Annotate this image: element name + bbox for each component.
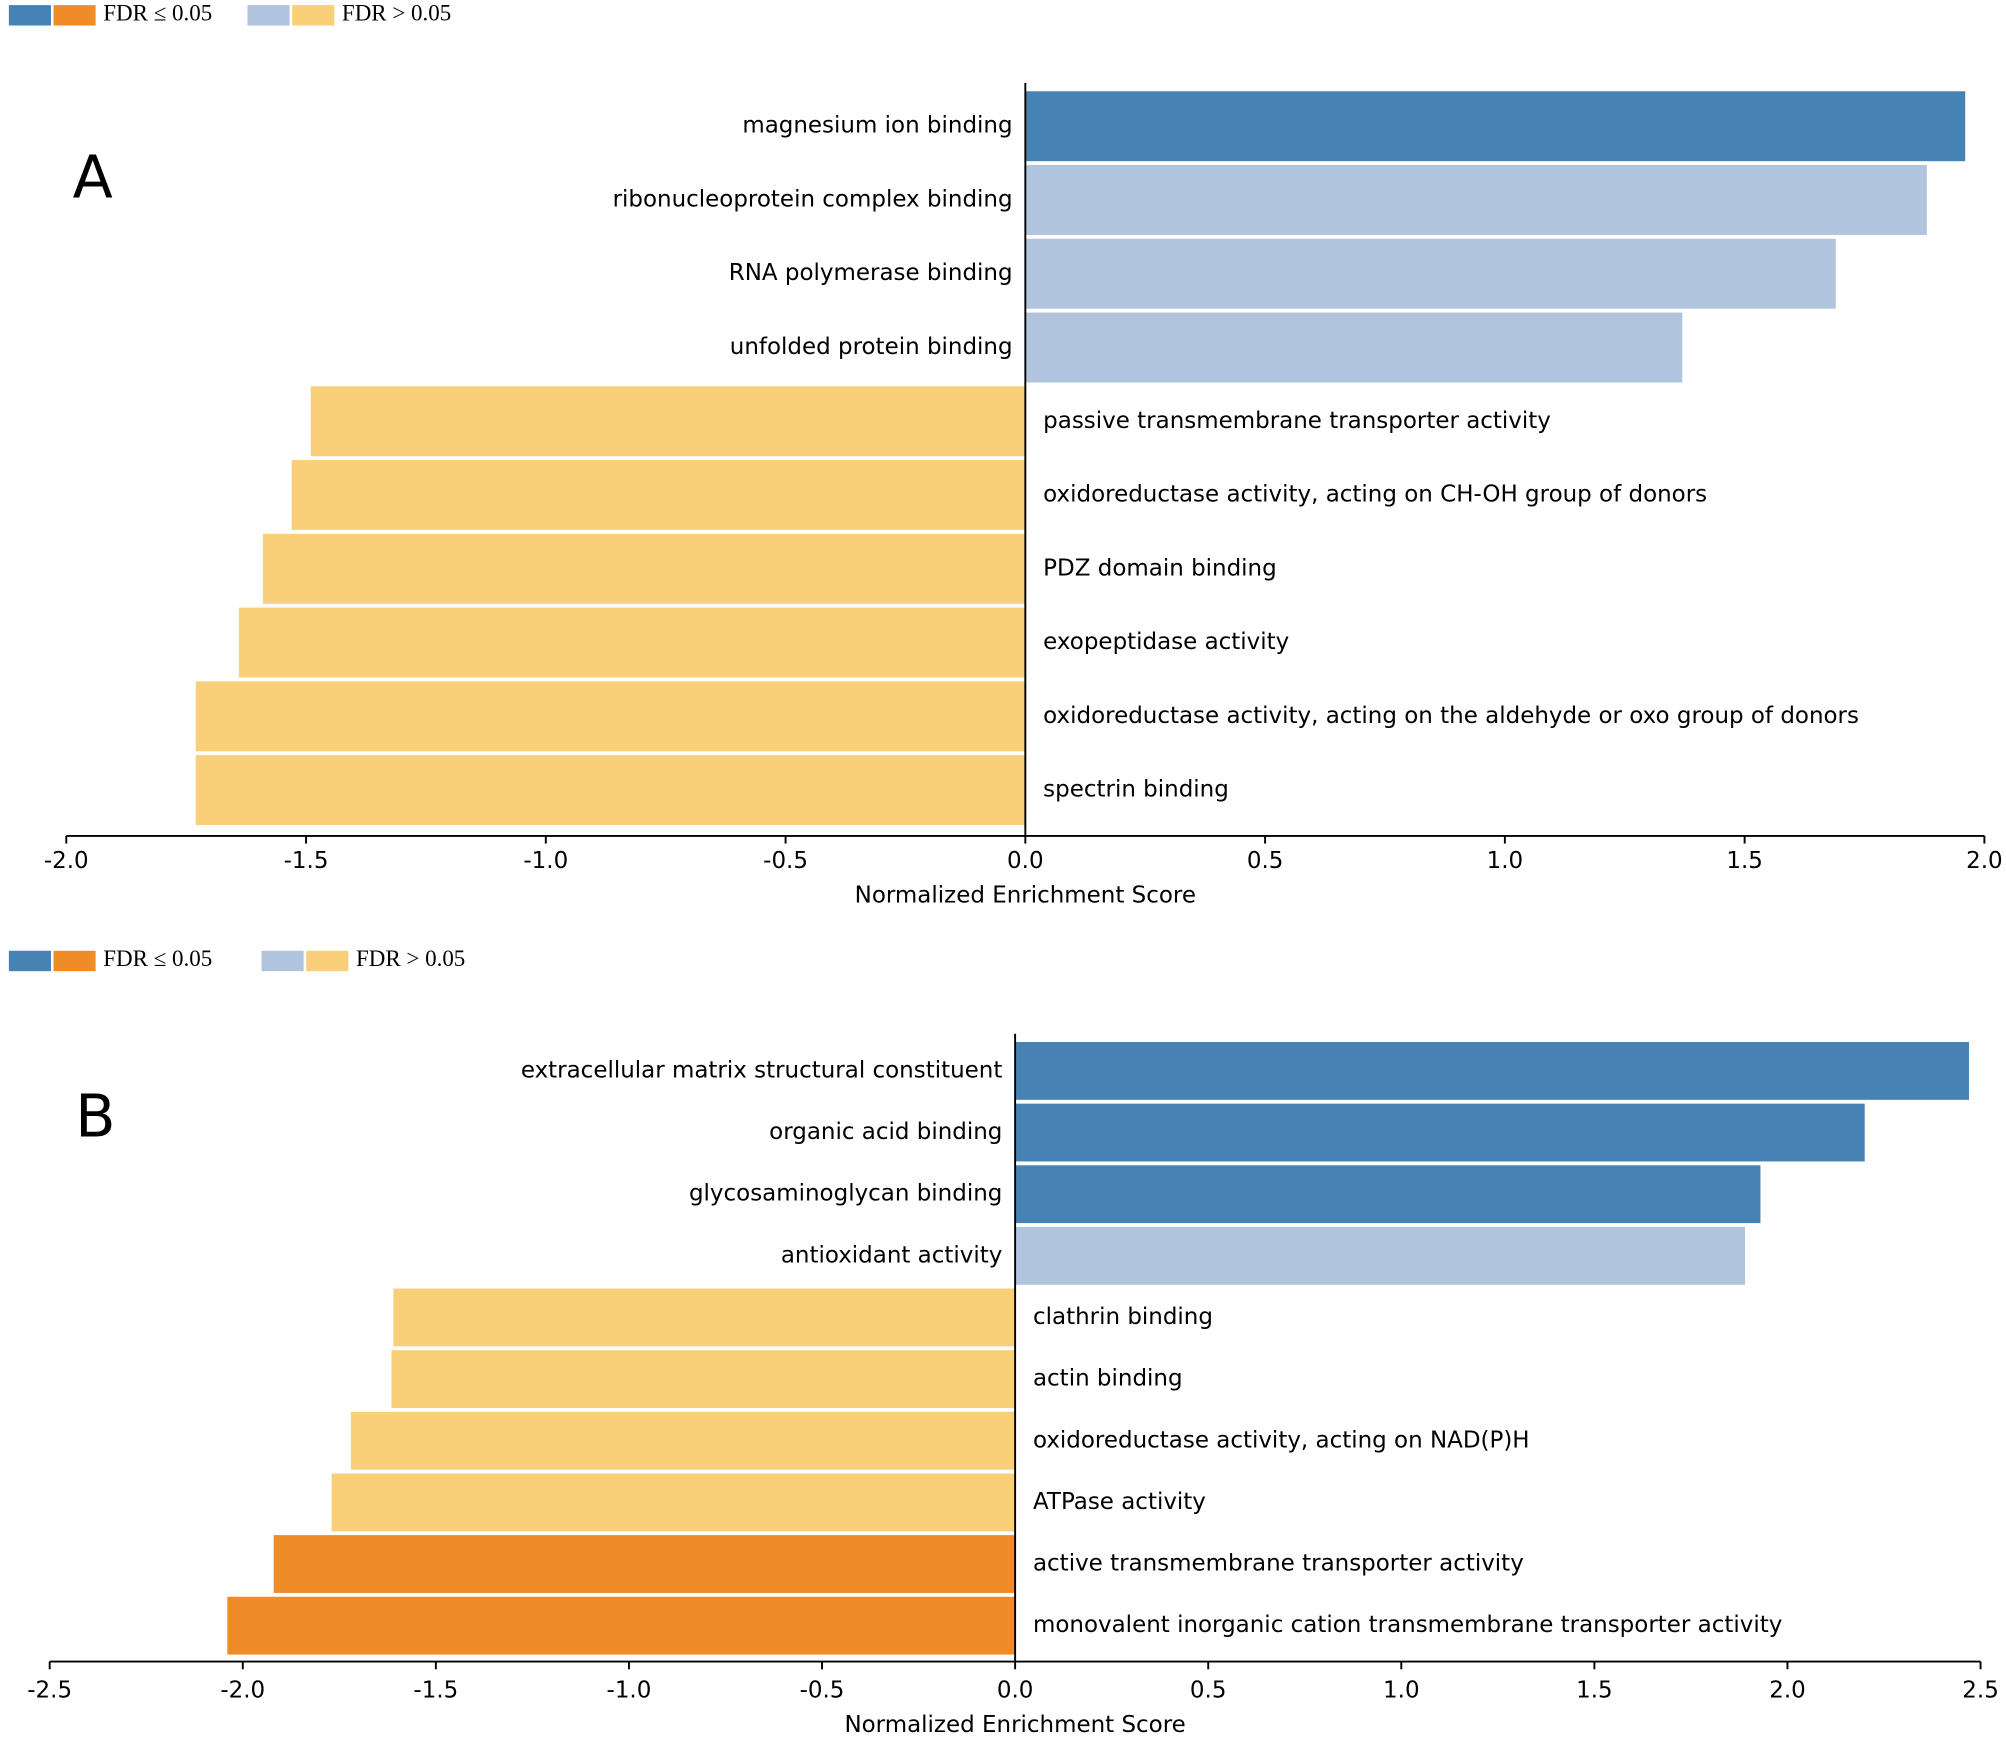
- bar: [1025, 312, 1683, 383]
- category-label: active transmembrane transporter activit…: [1033, 1551, 1524, 1577]
- x-tick-label: 0.0: [997, 1677, 1034, 1703]
- x-tick-label: -1.5: [413, 1677, 458, 1703]
- legend-label: FDR > 0.05: [356, 946, 465, 971]
- category-label: oxidoreductase activity, acting on the a…: [1043, 703, 1859, 729]
- bar: [227, 1596, 1016, 1655]
- panel-label: B: [75, 1083, 115, 1151]
- legend-swatch: [8, 950, 51, 972]
- x-tick-label: 2.5: [1962, 1677, 1999, 1703]
- x-tick-label: 0.5: [1190, 1677, 1227, 1703]
- x-tick-label: 1.5: [1576, 1677, 1613, 1703]
- category-label: PDZ domain binding: [1043, 555, 1277, 581]
- category-label: ATPase activity: [1033, 1489, 1206, 1515]
- legend-swatch: [261, 950, 304, 972]
- bar: [393, 1288, 1016, 1347]
- bar: [1015, 1226, 1745, 1285]
- category-label: spectrin binding: [1043, 777, 1229, 803]
- category-label: clathrin binding: [1033, 1304, 1213, 1330]
- x-tick-label: 1.0: [1383, 1677, 1420, 1703]
- legend-label: FDR ≤ 0.05: [103, 946, 212, 971]
- legend-label: FDR > 0.05: [342, 1, 451, 26]
- bar: [1025, 238, 1836, 309]
- bar: [238, 607, 1026, 678]
- x-axis-label: Normalized Enrichment Score: [855, 882, 1196, 908]
- x-tick-label: 2.0: [1769, 1677, 1806, 1703]
- category-label: oxidoreductase activity, acting on NAD(P…: [1033, 1427, 1530, 1453]
- x-tick-label: -1.5: [284, 848, 329, 874]
- bar: [262, 533, 1026, 604]
- bar: [391, 1350, 1016, 1409]
- x-tick-label: -2.0: [220, 1677, 265, 1703]
- x-tick-label: 0.5: [1247, 848, 1284, 874]
- bar: [195, 755, 1026, 826]
- legend-swatch: [53, 5, 96, 26]
- legend-swatch: [8, 5, 51, 26]
- x-axis-label: Normalized Enrichment Score: [844, 1712, 1185, 1738]
- category-label: exopeptidase activity: [1043, 629, 1289, 655]
- bar: [350, 1411, 1016, 1470]
- panel-label: A: [73, 143, 113, 211]
- bar: [273, 1535, 1016, 1593]
- category-label: extracellular matrix structural constitu…: [521, 1057, 1003, 1083]
- x-tick-label: -2.5: [27, 1677, 72, 1703]
- category-label: ribonucleoprotein complex binding: [613, 186, 1013, 212]
- bar: [310, 386, 1026, 457]
- legend-swatch: [306, 950, 349, 972]
- x-tick-label: 1.0: [1487, 848, 1524, 874]
- category-label: actin binding: [1033, 1366, 1183, 1392]
- category-label: magnesium ion binding: [742, 113, 1012, 139]
- category-label: unfolded protein binding: [730, 334, 1013, 360]
- bar: [1015, 1165, 1761, 1224]
- x-tick-label: -1.0: [607, 1677, 652, 1703]
- category-label: antioxidant activity: [781, 1242, 1003, 1268]
- bar: [1015, 1103, 1865, 1162]
- bar: [195, 681, 1026, 752]
- x-tick-label: 2.0: [1966, 848, 2003, 874]
- category-label: monovalent inorganic cation transmembran…: [1033, 1612, 1782, 1638]
- x-tick-label: 0.0: [1007, 848, 1044, 874]
- x-tick-label: -0.5: [800, 1677, 845, 1703]
- category-label: passive transmembrane transporter activi…: [1043, 408, 1551, 434]
- category-label: RNA polymerase binding: [729, 260, 1013, 286]
- x-tick-label: 1.5: [1726, 848, 1763, 874]
- legend-swatch: [292, 5, 335, 26]
- legend-swatch: [53, 950, 96, 972]
- legend-swatch: [247, 5, 290, 26]
- category-label: oxidoreductase activity, acting on CH-OH…: [1043, 482, 1707, 508]
- legend-label: FDR ≤ 0.05: [103, 1, 212, 26]
- category-label: organic acid binding: [769, 1119, 1002, 1145]
- category-label: glycosaminoglycan binding: [689, 1181, 1002, 1207]
- x-tick-label: -0.5: [763, 848, 808, 874]
- bar: [1025, 91, 1966, 162]
- bar: [331, 1473, 1016, 1532]
- x-tick-label: -2.0: [44, 848, 89, 874]
- x-tick-label: -1.0: [523, 848, 568, 874]
- bar: [291, 460, 1026, 531]
- bar: [1025, 165, 1927, 235]
- bar: [1015, 1042, 1969, 1100]
